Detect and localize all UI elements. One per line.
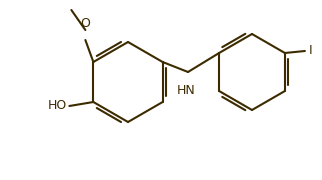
Text: HN: HN [177,84,195,97]
Text: I: I [309,44,313,57]
Text: O: O [80,17,90,30]
Text: HO: HO [48,98,67,111]
